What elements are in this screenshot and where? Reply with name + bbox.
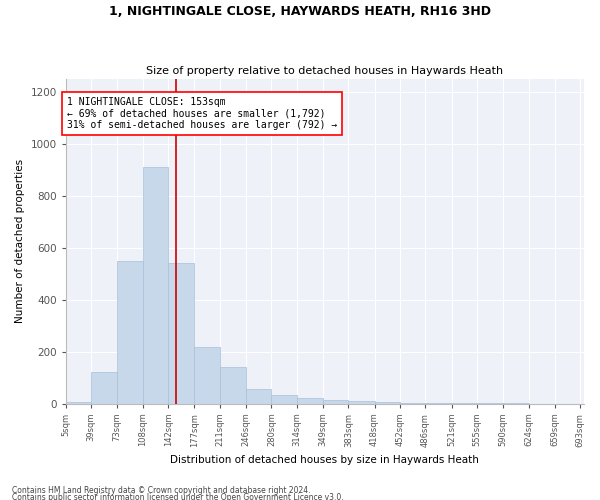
Bar [168, 264, 194, 404]
X-axis label: Distribution of detached houses by size in Haywards Heath: Distribution of detached houses by size … [170, 455, 479, 465]
Title: Size of property relative to detached houses in Haywards Heath: Size of property relative to detached ho… [146, 66, 503, 76]
Bar [220, 368, 246, 404]
Bar [66, 402, 91, 404]
Bar [400, 403, 425, 404]
Text: 1 NIGHTINGALE CLOSE: 153sqm
← 69% of detached houses are smaller (1,792)
31% of : 1 NIGHTINGALE CLOSE: 153sqm ← 69% of det… [67, 97, 338, 130]
Text: 1, NIGHTINGALE CLOSE, HAYWARDS HEATH, RH16 3HD: 1, NIGHTINGALE CLOSE, HAYWARDS HEATH, RH… [109, 5, 491, 18]
Bar [246, 390, 271, 404]
Bar [297, 398, 323, 404]
Bar [116, 261, 143, 404]
Text: Contains HM Land Registry data © Crown copyright and database right 2024.: Contains HM Land Registry data © Crown c… [12, 486, 311, 495]
Text: Contains public sector information licensed under the Open Government Licence v3: Contains public sector information licen… [12, 494, 344, 500]
Bar [271, 396, 297, 404]
Y-axis label: Number of detached properties: Number of detached properties [15, 160, 25, 324]
Bar [323, 400, 349, 404]
Bar [194, 346, 220, 404]
Bar [91, 372, 116, 404]
Bar [143, 168, 168, 404]
Bar [425, 403, 452, 404]
Bar [374, 402, 400, 404]
Bar [349, 401, 374, 404]
